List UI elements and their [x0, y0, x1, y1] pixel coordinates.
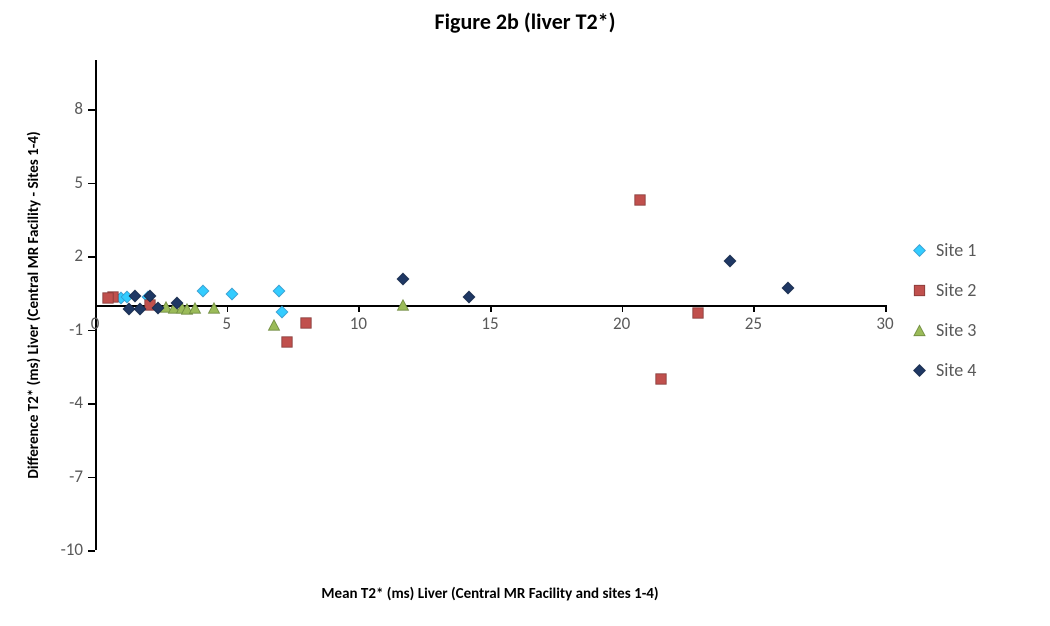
data-point — [634, 193, 647, 212]
data-point — [692, 305, 705, 324]
data-point — [655, 371, 668, 390]
chart-title: Figure 2b (liver T2*) — [0, 8, 1050, 35]
data-point — [723, 254, 736, 273]
x-tick — [622, 305, 624, 312]
x-tick — [95, 305, 97, 312]
data-point — [273, 283, 286, 302]
legend-item: Site 3 — [910, 310, 976, 350]
legend-item: Site 1 — [910, 230, 976, 270]
data-point — [102, 291, 115, 310]
y-tick — [88, 477, 95, 479]
x-tick — [358, 305, 360, 312]
y-tick — [88, 330, 95, 332]
data-point — [196, 283, 209, 302]
data-point — [225, 287, 238, 306]
y-tick-label: -1 — [38, 319, 83, 340]
data-point — [170, 296, 183, 315]
y-tick — [88, 109, 95, 111]
legend-marker-icon — [910, 281, 928, 299]
y-tick-label: 8 — [38, 98, 83, 119]
data-point — [189, 300, 202, 319]
y-tick-label: -10 — [38, 539, 83, 560]
x-axis-label: Mean T2* (ms) Liver (Central MR Facility… — [95, 585, 885, 603]
x-tick — [753, 305, 755, 312]
data-point — [281, 335, 294, 354]
legend-item: Site 4 — [910, 350, 976, 390]
x-tick — [490, 305, 492, 312]
y-tick — [88, 256, 95, 258]
x-tick-label: 20 — [602, 313, 642, 334]
data-point — [152, 300, 165, 319]
data-point — [207, 300, 220, 319]
data-point — [268, 318, 281, 337]
legend-item: Site 2 — [910, 270, 976, 310]
data-point — [299, 315, 312, 334]
x-tick-label: 15 — [470, 313, 510, 334]
y-tick — [88, 550, 95, 552]
x-tick-label: 10 — [338, 313, 378, 334]
x-tick — [227, 305, 229, 312]
y-tick-label: -7 — [38, 466, 83, 487]
figure-container: Figure 2b (liver T2*) Difference T2* (ms… — [0, 0, 1050, 626]
plot-area: 051015202530-10-7-4-1258 — [95, 60, 885, 550]
x-tick-label: 30 — [865, 313, 905, 334]
legend-label: Site 1 — [936, 239, 976, 261]
data-point — [397, 271, 410, 290]
legend-marker-icon — [910, 241, 928, 259]
data-point — [462, 289, 475, 308]
legend-marker-icon — [910, 361, 928, 379]
x-tick-label: 25 — [733, 313, 773, 334]
legend-marker-icon — [910, 321, 928, 339]
legend-label: Site 3 — [936, 319, 976, 341]
y-tick — [88, 183, 95, 185]
y-tick — [88, 403, 95, 405]
legend: Site 1 Site 2 Site 3 Site 4 — [910, 230, 976, 390]
y-tick-label: 2 — [38, 245, 83, 266]
x-tick — [885, 305, 887, 312]
legend-label: Site 2 — [936, 279, 976, 301]
data-point — [781, 281, 794, 300]
y-tick-label: 5 — [38, 172, 83, 193]
legend-label: Site 4 — [936, 359, 976, 381]
y-tick-label: -4 — [38, 392, 83, 413]
data-point — [397, 298, 410, 317]
